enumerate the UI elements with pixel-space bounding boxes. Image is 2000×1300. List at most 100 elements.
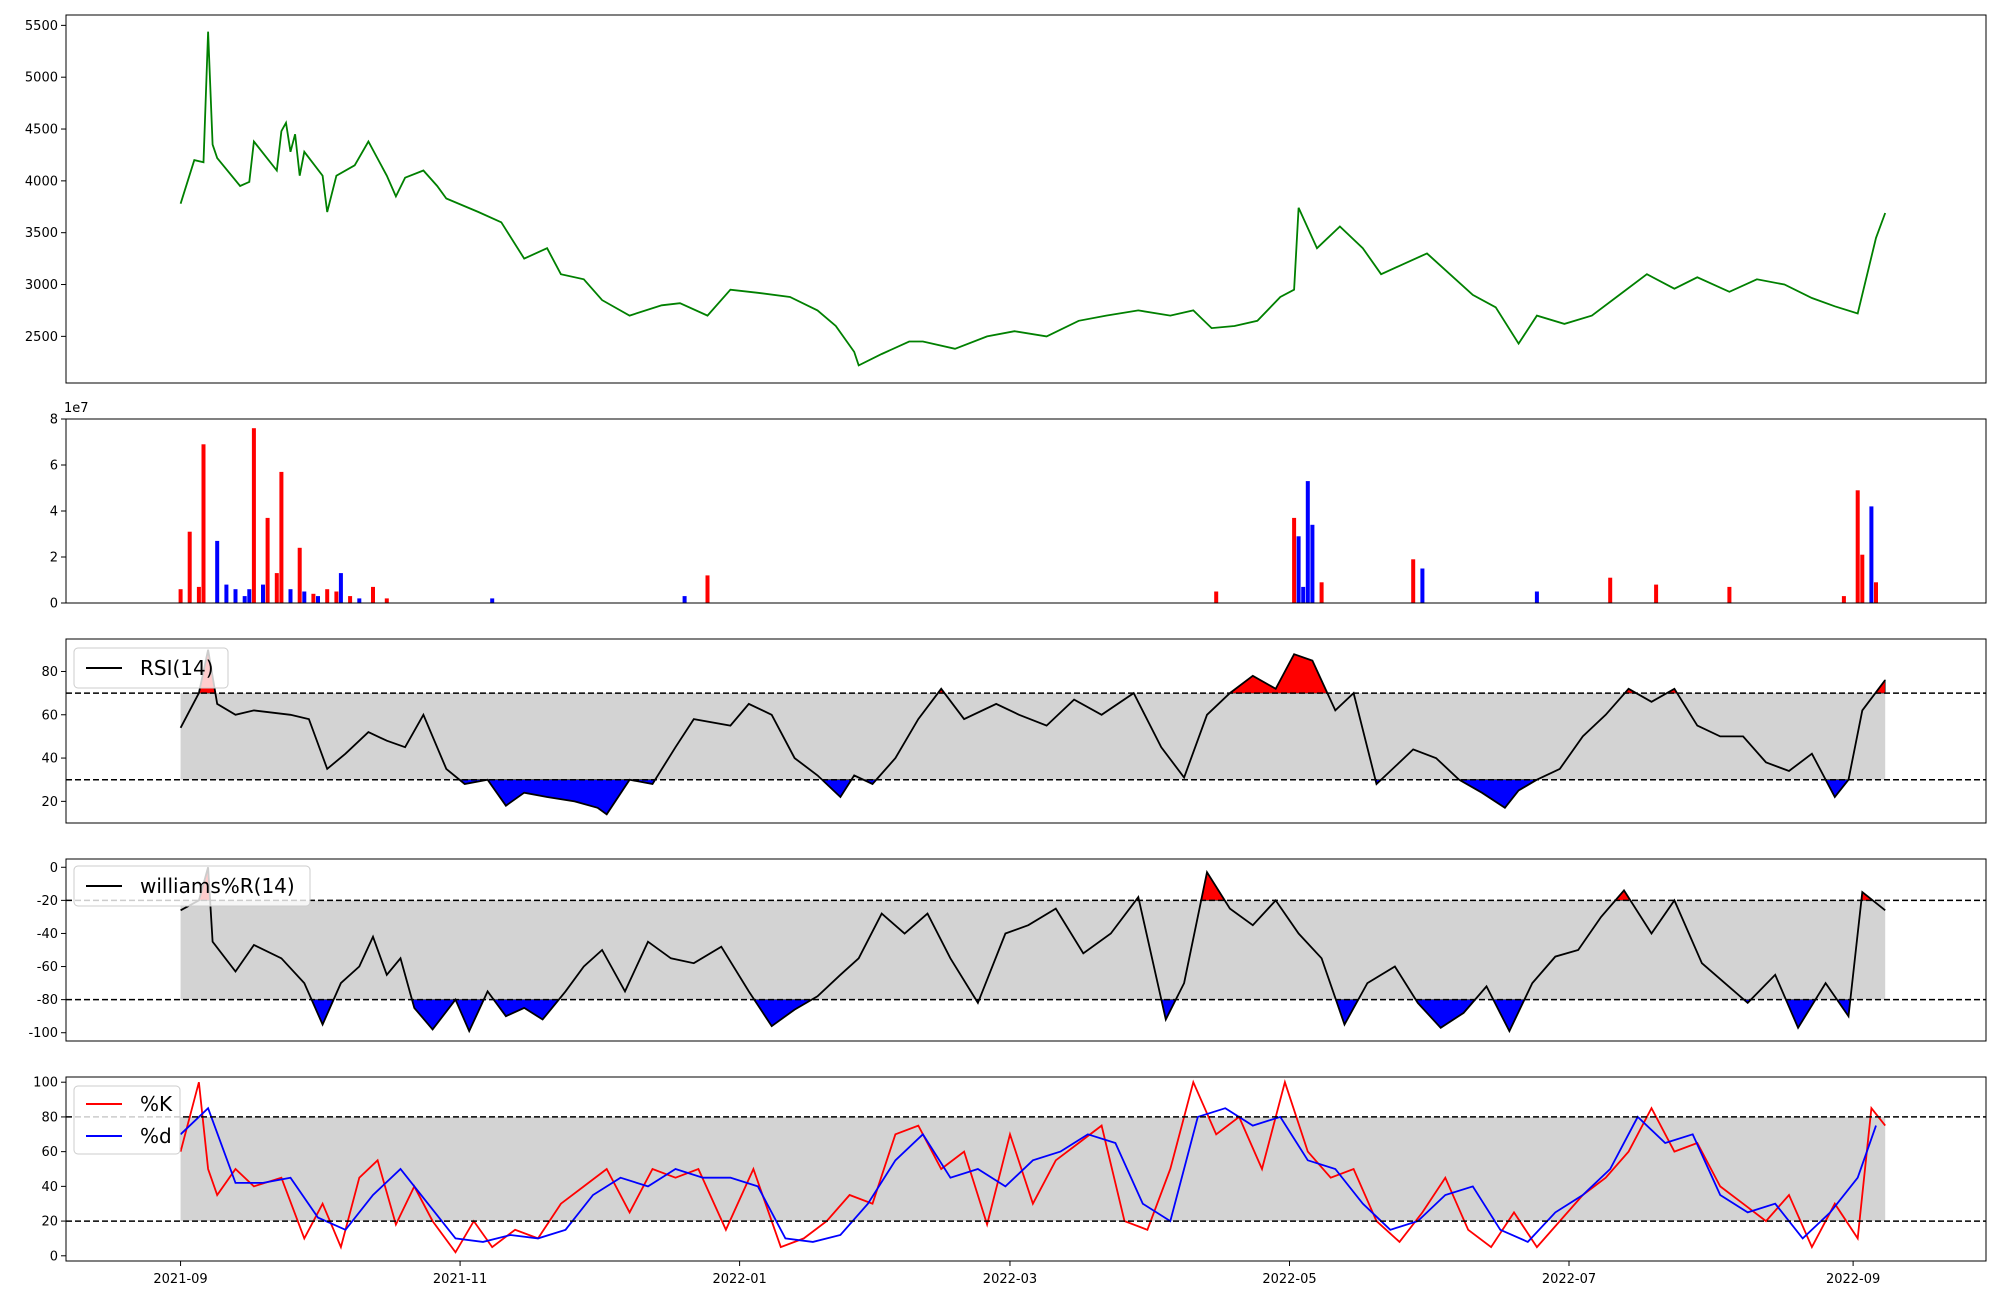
volume-bar — [1534, 591, 1539, 603]
y-tick-label: 60 — [41, 708, 58, 723]
volume-bar — [357, 598, 362, 603]
williams-line-0 — [180, 867, 1886, 1034]
y-tick-label: 20 — [41, 1215, 58, 1230]
williams-oversold-fill — [1493, 999, 1525, 1032]
volume-bar — [1608, 577, 1613, 603]
volume-bar — [1841, 596, 1846, 603]
volume-bar — [384, 598, 389, 603]
x-tick-label: 2022-07 — [1542, 1272, 1596, 1287]
y-tick-label: 80 — [41, 665, 58, 680]
legend-williams: williams%R(14) — [73, 865, 311, 907]
volume-scale-label: 1e7 — [64, 401, 89, 416]
y-tick-label: 60 — [41, 1145, 58, 1160]
volume-bar — [1727, 586, 1732, 603]
y-tick-label: 0 — [50, 597, 58, 612]
y-tick-label: 5000 — [25, 71, 58, 86]
x-tick-label: 2021-11 — [433, 1272, 487, 1287]
y-tick-label: 100 — [33, 1076, 58, 1091]
y-tick-label: 20 — [41, 795, 58, 810]
volume-bar — [338, 573, 343, 603]
rsi-oversold-fill — [487, 778, 630, 815]
y-tick-label: 8 — [50, 413, 58, 428]
volume-bar — [242, 596, 247, 603]
y-tick-label: 2500 — [25, 330, 58, 345]
y-tick-label: 3500 — [25, 226, 58, 241]
volume-bar — [288, 589, 293, 603]
legend-rsi: RSI(14) — [73, 647, 229, 689]
y-tick-label: 6 — [50, 459, 58, 474]
y-tick-label: -60 — [37, 960, 58, 975]
volume-bar — [348, 596, 353, 603]
axes-frame — [65, 1076, 1987, 1262]
williams-oversold-fill — [1415, 998, 1476, 1029]
volume-bar — [334, 591, 339, 603]
legend-stochastic: %K %d — [73, 1085, 181, 1155]
rsi-line-0 — [179, 649, 1886, 816]
volume-bar — [325, 589, 330, 603]
volume-bar — [274, 573, 279, 603]
volume-bar — [1860, 554, 1865, 603]
y-tick-label: 3000 — [25, 278, 58, 293]
volume-bar — [1305, 481, 1310, 603]
x-tick-label: 2022-01 — [712, 1272, 766, 1287]
y-tick-label: 40 — [41, 752, 58, 767]
williams-neutral-band — [180, 900, 1886, 1000]
legend-rsi-label: RSI(14) — [140, 656, 214, 680]
volume-bar — [196, 586, 201, 603]
y-tick-label: -80 — [37, 993, 58, 1008]
y-tick-label: 5500 — [25, 19, 58, 34]
y-tick-label: -100 — [28, 1026, 58, 1041]
y-tick-label: 2 — [50, 551, 58, 566]
x-tick-label: 2022-03 — [983, 1272, 1037, 1287]
legend-k-label: %K — [140, 1092, 173, 1116]
volume-bar — [215, 540, 220, 603]
volume-bar — [1869, 506, 1874, 603]
volume-bar — [1319, 582, 1324, 603]
axes-frame — [65, 638, 1987, 824]
y-tick-label: 0 — [50, 861, 58, 876]
volume-bar — [187, 531, 192, 603]
volume-bar — [1874, 582, 1878, 603]
volume-bar — [251, 428, 256, 603]
volume-bar — [224, 584, 229, 603]
volume-bar — [371, 586, 375, 603]
volume-bar — [1292, 517, 1297, 603]
volume-bar — [1310, 524, 1315, 603]
legend-d-label: %d — [140, 1124, 172, 1148]
y-tick-label: -40 — [37, 927, 58, 942]
x-tick-label: 2021-09 — [153, 1272, 207, 1287]
volume-bar — [1296, 536, 1301, 603]
y-tick-label: 4 — [50, 505, 58, 520]
price-line — [179, 31, 1887, 367]
axes-frame — [65, 14, 1987, 384]
williams-oversold-fill — [311, 999, 334, 1026]
rsi-neutral-band — [180, 693, 1886, 780]
volume-bar — [1411, 559, 1416, 603]
legend-williams-label: williams%R(14) — [140, 874, 295, 898]
y-tick-label: 4000 — [25, 174, 58, 189]
y-tick-label: 0 — [50, 1249, 58, 1264]
axes-frame — [65, 418, 1987, 604]
volume-bar — [302, 591, 307, 603]
volume-bar — [233, 589, 238, 603]
volume-bar — [490, 598, 495, 603]
volume-bar — [682, 596, 687, 603]
volume-bar — [178, 589, 183, 603]
volume-bar — [1301, 586, 1306, 603]
volume-bar — [1855, 490, 1860, 603]
volume-bar — [316, 596, 320, 603]
volume-bar — [1420, 568, 1425, 603]
volume-bar — [247, 589, 252, 603]
x-tick-label: 2022-09 — [1826, 1272, 1880, 1287]
y-tick-label: 40 — [41, 1180, 58, 1195]
y-tick-label: 80 — [41, 1110, 58, 1125]
y-tick-label: -20 — [37, 894, 58, 909]
volume-bar — [201, 444, 206, 603]
volume-bar — [1654, 584, 1659, 603]
volume-bar — [311, 593, 316, 603]
volume-bar — [265, 517, 270, 603]
volume-bar — [279, 471, 284, 603]
volume-bar — [297, 547, 302, 603]
volume-bar — [1214, 591, 1219, 603]
